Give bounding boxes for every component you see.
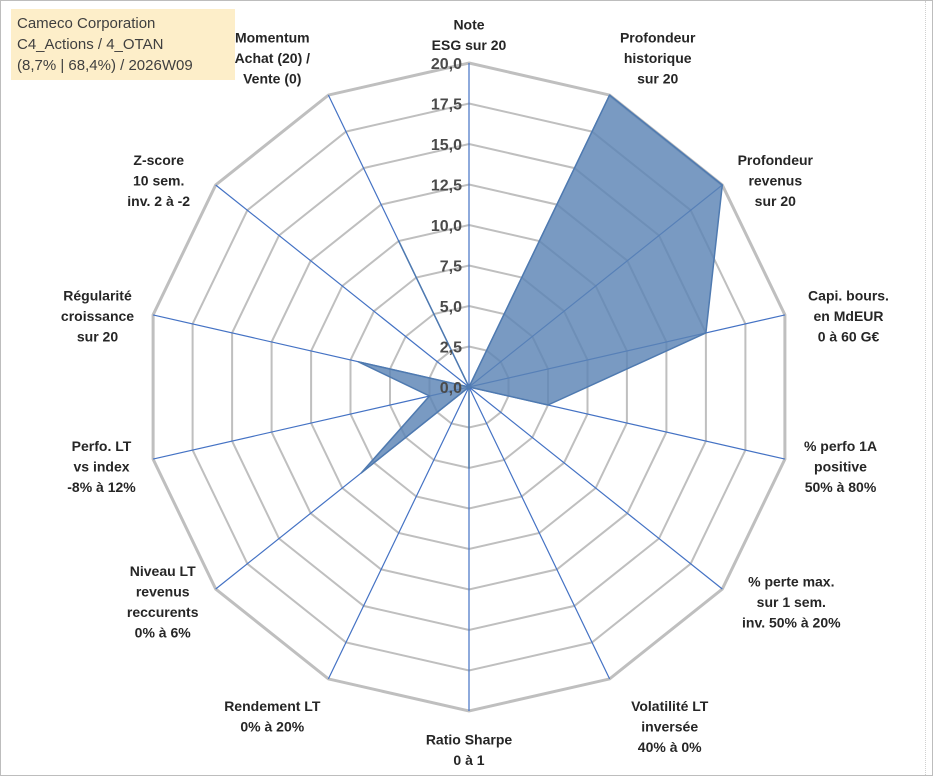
axis-label-5-line-2: inv. 50% à 20% bbox=[742, 615, 841, 631]
info-box: Cameco Corporation C4_Actions / 4_OTAN (… bbox=[11, 9, 235, 80]
axis-label-3-line-0: Capi. bours. bbox=[808, 288, 889, 304]
tick-label-6: 15,0 bbox=[431, 137, 462, 154]
spoke-10 bbox=[152, 386, 470, 460]
axis-label-12-line-2: inv. 2 à -2 bbox=[127, 193, 190, 209]
spoke-5 bbox=[468, 386, 723, 590]
axis-label-5-line-0: % perte max. bbox=[748, 574, 834, 590]
axis-label-11: Régularité croissance sur 20 bbox=[61, 288, 134, 345]
axis-label-7-line-0: Ratio Sharpe bbox=[426, 732, 513, 748]
axis-label-6: Volatilité LT inversée 40% à 0% bbox=[631, 698, 709, 755]
axis-label-6-line-1: inversée bbox=[641, 719, 698, 735]
axis-label-9-line-1: revenus bbox=[136, 584, 190, 600]
axis-label-0: Note ESG sur 20 bbox=[432, 17, 507, 54]
axis-label-9-line-2: reccurents bbox=[127, 604, 199, 620]
axis-label-4: % perfo 1A positive 50% à 80% bbox=[804, 438, 877, 495]
axis-label-4-line-1: positive bbox=[814, 459, 867, 475]
axis-label-12-line-0: Z-score bbox=[133, 152, 184, 168]
axis-label-8: Rendement LT 0% à 20% bbox=[224, 698, 321, 735]
axis-label-2: Profondeur revenus sur 20 bbox=[738, 152, 814, 209]
axis-label-13-line-0: Momentum bbox=[235, 30, 310, 46]
axis-label-8-line-0: Rendement LT bbox=[224, 698, 321, 714]
axis-label-10-line-0: Perfo. LT bbox=[72, 438, 132, 454]
axis-label-0-line-1: ESG sur 20 bbox=[432, 37, 507, 53]
axis-label-7: Ratio Sharpe 0 à 1 bbox=[426, 732, 513, 769]
axis-label-5-line-1: sur 1 sem. bbox=[757, 594, 826, 610]
axis-label-10-line-1: vs index bbox=[73, 459, 129, 475]
axis-label-9: Niveau LT revenus reccurents 0% à 6% bbox=[127, 563, 199, 641]
label-layer: Note ESG sur 20 Profondeur historique sur 20… bbox=[61, 17, 889, 769]
axis-label-2-line-0: Profondeur bbox=[738, 152, 814, 168]
axis-label-1-line-0: Profondeur bbox=[620, 30, 696, 46]
axis-label-3: Capi. bours. en MdEUR 0 à 60 G€ bbox=[808, 288, 889, 345]
tick-layer: 0,0 2,5 5,0 7,5 10,0 12,5 15,0 17,5 20,0 bbox=[431, 56, 462, 397]
series-area bbox=[357, 94, 724, 474]
axis-label-5: % perte max. sur 1 sem. inv. 50% à 20% bbox=[742, 574, 841, 631]
tick-label-0: 0,0 bbox=[440, 380, 462, 397]
axis-label-4-line-0: % perfo 1A bbox=[804, 438, 877, 454]
tick-label-3: 7,5 bbox=[440, 259, 462, 276]
axis-label-10-line-2: -8% à 12% bbox=[67, 479, 136, 495]
axis-label-3-line-2: 0 à 60 G€ bbox=[818, 329, 880, 345]
axis-label-13: Momentum Achat (20) / Vente (0) bbox=[235, 30, 311, 87]
spoke-12 bbox=[215, 184, 470, 388]
tick-label-8: 20,0 bbox=[431, 56, 462, 73]
axis-label-9-line-0: Niveau LT bbox=[130, 563, 196, 579]
axis-label-7-line-1: 0 à 1 bbox=[453, 752, 484, 768]
axis-label-8-line-1: 0% à 20% bbox=[240, 719, 304, 735]
axis-label-12: Z-score 10 sem. inv. 2 à -2 bbox=[127, 152, 190, 209]
axis-label-10: Perfo. LT vs index -8% à 12% bbox=[67, 438, 136, 495]
axis-label-1-line-1: historique bbox=[624, 50, 692, 66]
spoke-6 bbox=[468, 386, 611, 680]
axis-label-6-line-0: Volatilité LT bbox=[631, 698, 709, 714]
axis-label-12-line-1: 10 sem. bbox=[133, 173, 184, 189]
axis-label-13-line-1: Achat (20) / bbox=[235, 50, 311, 66]
tick-label-2: 5,0 bbox=[440, 299, 462, 316]
category-label: C4_Actions / 4_OTAN bbox=[17, 36, 164, 53]
axis-label-2-line-2: sur 20 bbox=[755, 193, 796, 209]
axis-label-9-line-3: 0% à 6% bbox=[135, 625, 192, 641]
axis-label-11-line-1: croissance bbox=[61, 308, 134, 324]
frame-edge-divider bbox=[925, 1, 932, 775]
axis-label-3-line-1: en MdEUR bbox=[814, 308, 884, 324]
tick-label-4: 10,0 bbox=[431, 218, 462, 235]
data-layer bbox=[357, 94, 724, 474]
axis-label-1-line-2: sur 20 bbox=[637, 71, 678, 87]
tick-label-5: 12,5 bbox=[431, 178, 462, 195]
axis-label-0-line-0: Note bbox=[453, 17, 484, 33]
tick-label-7: 17,5 bbox=[431, 97, 462, 114]
company-name: Cameco Corporation bbox=[17, 15, 156, 32]
axis-label-4-line-2: 50% à 80% bbox=[805, 479, 877, 495]
axis-label-2-line-1: revenus bbox=[748, 173, 802, 189]
axis-label-13-line-2: Vente (0) bbox=[243, 71, 301, 87]
stats-label: (8,7% | 68,4%) / 2026W09 bbox=[17, 57, 193, 74]
spoke-8 bbox=[327, 386, 470, 680]
axis-label-6-line-2: 40% à 0% bbox=[638, 739, 702, 755]
tick-label-1: 2,5 bbox=[440, 340, 462, 357]
axis-label-1: Profondeur historique sur 20 bbox=[620, 30, 696, 87]
axis-label-11-line-0: Régularité bbox=[63, 288, 132, 304]
axis-label-11-line-2: sur 20 bbox=[77, 329, 118, 345]
